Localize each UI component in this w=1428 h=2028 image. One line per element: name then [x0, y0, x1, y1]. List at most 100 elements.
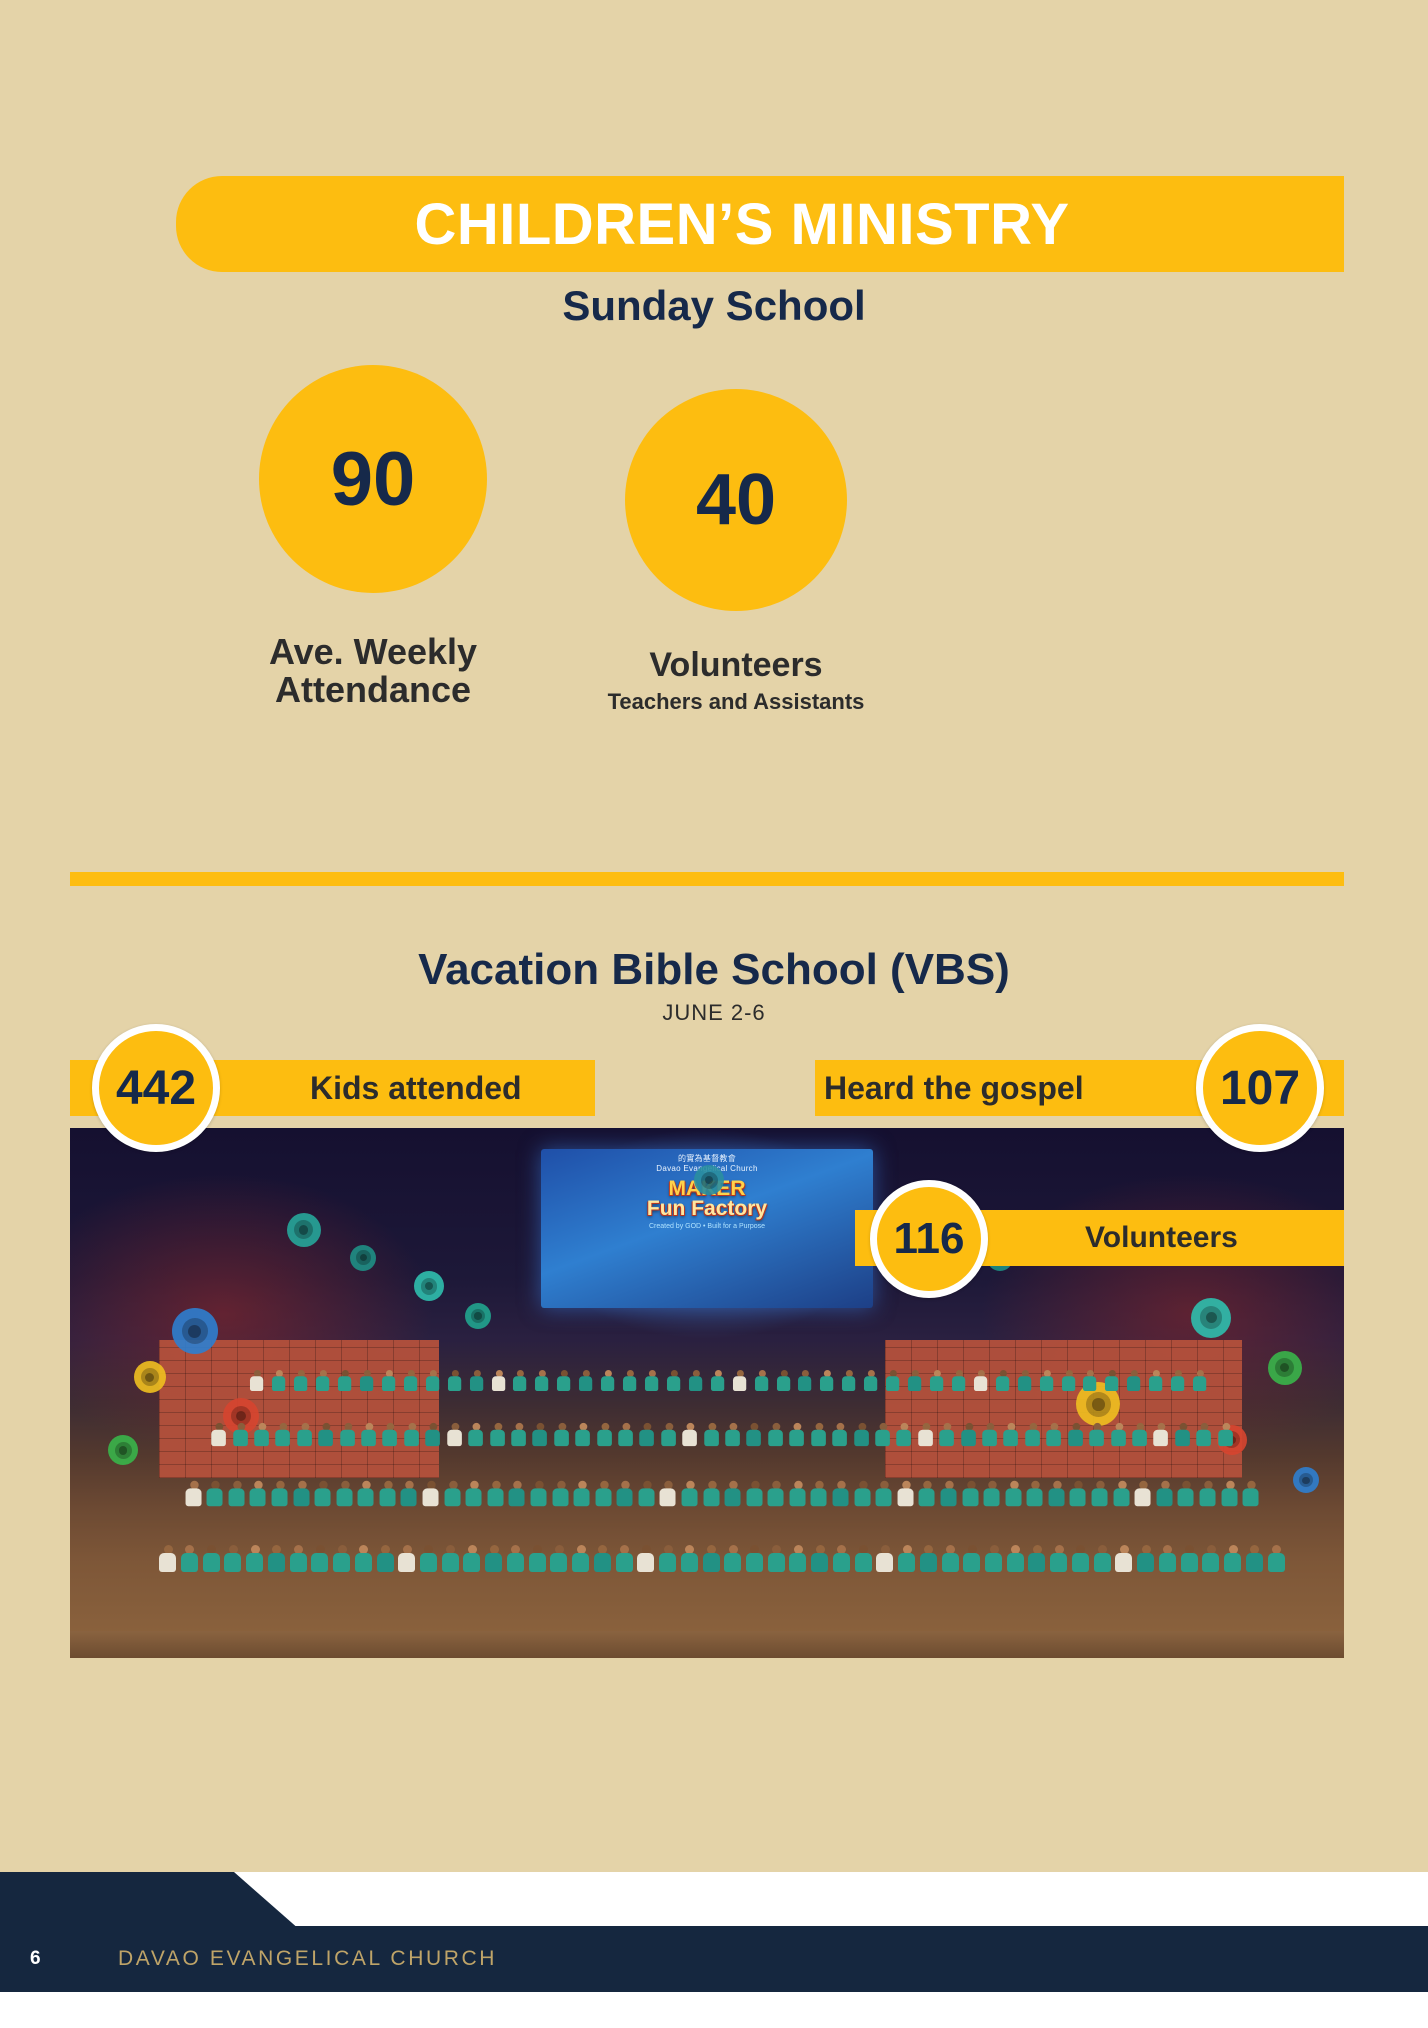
crowd-person-shirt	[1132, 1429, 1147, 1446]
crowd-person	[1158, 1545, 1177, 1573]
crowd-person-shirt	[918, 1488, 935, 1507]
crowd-person	[535, 1370, 549, 1392]
crowd-person	[875, 1480, 893, 1507]
crowd-person	[896, 1422, 912, 1446]
crowd-person-head	[385, 1370, 393, 1378]
crowd-person-shirt	[185, 1488, 202, 1507]
crowd-person-shirt	[1113, 1488, 1130, 1507]
crowd-person-shirt	[789, 1553, 807, 1573]
crowd-person-shirt	[246, 1553, 264, 1573]
crowd-person	[798, 1370, 812, 1392]
crowd-person	[254, 1422, 269, 1446]
crowd-person-shirt	[1105, 1376, 1119, 1392]
crowd-person-head	[163, 1545, 173, 1555]
crowd-person-head	[446, 1545, 456, 1555]
crowd-person	[1017, 1370, 1032, 1392]
crowd-person	[623, 1370, 637, 1392]
crowd-person-shirt	[1193, 1376, 1207, 1392]
crowd-person-shirt	[400, 1488, 417, 1507]
crowd-person-head	[1185, 1545, 1195, 1555]
crowd-person	[185, 1480, 202, 1507]
crowd-person-shirt	[463, 1553, 481, 1573]
crowd-person-head	[250, 1545, 260, 1555]
crowd-person-shirt	[593, 1553, 611, 1573]
crowd-person-shirt	[530, 1488, 547, 1507]
crowd-person	[960, 1422, 976, 1446]
crowd-person	[746, 1480, 763, 1507]
crowd-person-shirt	[294, 1376, 308, 1392]
crowd-person-shirt	[159, 1553, 177, 1573]
crowd-person	[1061, 1370, 1076, 1392]
crowd-person-shirt	[376, 1553, 394, 1573]
crowd-person	[1110, 1422, 1126, 1446]
crowd-person-head	[946, 1545, 956, 1555]
footer-bar: 6 DAVAO EVANGELICAL CHURCH	[0, 1926, 1428, 1992]
crowd-person-shirt	[1137, 1553, 1155, 1573]
crowd-person-head	[473, 1370, 481, 1378]
crowd-person	[682, 1422, 698, 1446]
crowd-person	[811, 1545, 829, 1573]
page-footer: 6 DAVAO EVANGELICAL CHURCH	[0, 1872, 1428, 2028]
crowd-person-shirt	[1224, 1553, 1242, 1573]
crowd-person	[618, 1422, 633, 1446]
crowd-person	[666, 1370, 681, 1392]
crowd-person-shirt	[379, 1488, 396, 1507]
crowd-person-head	[1021, 1370, 1029, 1378]
crowd-person	[767, 1480, 785, 1507]
crowd-person-head	[857, 1422, 866, 1431]
crowd-person-shirt	[666, 1376, 681, 1392]
crowd-person-head	[622, 1422, 630, 1431]
crowd-person	[1180, 1545, 1199, 1573]
crowd-person-head	[1071, 1422, 1080, 1431]
crowd-person-head	[889, 1370, 897, 1378]
vbs-stat-label-volunteers: Volunteers	[1085, 1221, 1238, 1254]
crowd-person	[886, 1370, 900, 1392]
crowd-person	[361, 1422, 376, 1446]
crowd-person-shirt	[202, 1553, 220, 1573]
crowd-person	[754, 1370, 769, 1392]
stage-screen-church-cn: 的實為基督教會	[677, 1154, 737, 1164]
crowd-person	[963, 1545, 981, 1573]
crowd-person-head	[901, 1480, 911, 1490]
crowd-person-head	[469, 1480, 479, 1490]
crowd-person-head	[714, 1370, 722, 1378]
crowd-person-head	[604, 1370, 612, 1378]
crowd-person-shirt	[1110, 1429, 1126, 1446]
crowd-person-head	[955, 1370, 963, 1378]
crowd-person	[1134, 1480, 1152, 1507]
crowd-person-shirt	[508, 1488, 525, 1507]
crowd-person	[703, 1480, 720, 1507]
crowd-person-head	[924, 1545, 934, 1555]
crowd-person	[487, 1480, 504, 1507]
crowd-person-head	[1163, 1545, 1173, 1555]
stat-block-attendance: 90 Ave. Weekly Attendance	[245, 365, 501, 709]
crowd-person-head	[1050, 1422, 1059, 1431]
crowd-person-head	[513, 1480, 522, 1490]
crowd-person	[973, 1370, 988, 1392]
crowd-person	[376, 1545, 395, 1573]
crowd-person	[511, 1422, 526, 1446]
crowd-person-head	[989, 1545, 999, 1555]
crowd-person-shirt	[1175, 1429, 1190, 1446]
crowd-person-shirt	[532, 1429, 548, 1446]
crowd-person-head	[472, 1422, 480, 1431]
crowd-person-head	[598, 1545, 608, 1555]
crowd-person-head	[451, 1370, 459, 1378]
crowd-person-shirt	[960, 1429, 976, 1446]
crowd-person	[1127, 1370, 1141, 1392]
crowd-person-shirt	[1149, 1376, 1163, 1392]
crowd-person-shirt	[250, 1376, 264, 1392]
crowd-person-head	[670, 1370, 678, 1378]
vbs-stat-label-gospel: Heard the gospel	[824, 1069, 1084, 1106]
stage-floor	[70, 1631, 1344, 1658]
crowd-person	[1242, 1480, 1260, 1507]
crowd-person-shirt	[1089, 1429, 1104, 1446]
crowd-person	[338, 1370, 352, 1392]
crowd-person-shirt	[725, 1429, 740, 1446]
crowd-person-shirt	[249, 1488, 266, 1507]
crowd-person	[1091, 1480, 1109, 1507]
crowd-person	[1193, 1370, 1207, 1392]
stat-label-attendance: Ave. Weekly Attendance	[245, 632, 501, 709]
crowd-person-shirt	[985, 1553, 1003, 1573]
crowd-person-head	[600, 1422, 609, 1431]
